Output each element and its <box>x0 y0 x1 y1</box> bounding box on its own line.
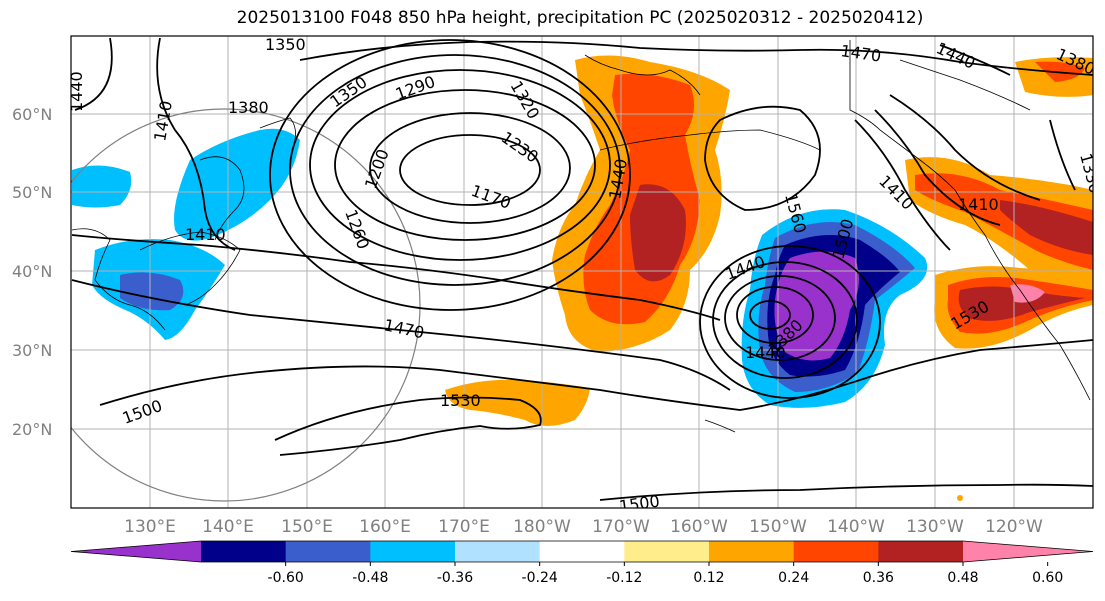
height-contours <box>71 37 1093 501</box>
lon-label: 160°E <box>359 517 411 537</box>
colorbar-segment <box>878 541 964 562</box>
colorbar-tick-label: 0.12 <box>693 570 724 586</box>
colorbar-tick-label: -0.24 <box>522 570 558 586</box>
lon-label: 150°E <box>281 517 333 537</box>
contour-label: 1440 <box>745 343 786 362</box>
lat-label: 30°N <box>12 341 52 360</box>
precip-positive-dot <box>957 495 963 501</box>
lon-label: 130°E <box>124 517 176 537</box>
lon-label: 180°W <box>513 517 571 537</box>
contour-label: 1410 <box>958 195 999 214</box>
reference-circle <box>71 108 421 502</box>
colorbar-segment <box>370 541 456 562</box>
colorbar-segment <box>455 541 541 562</box>
colorbar-segment <box>201 541 287 562</box>
coastlines <box>71 40 1091 433</box>
colorbar-tick-label: -0.60 <box>268 570 304 586</box>
gridlines <box>71 36 1093 508</box>
colorbar-segment <box>709 541 795 562</box>
contour-label: 1440 <box>67 71 86 112</box>
colorbar-tick-label: -0.48 <box>352 570 388 586</box>
colorbar-tick-label: 0.60 <box>1032 570 1063 586</box>
colorbar-tick-label: 0.24 <box>778 570 809 586</box>
colorbar-segment <box>285 541 371 562</box>
lat-label: 60°N <box>12 105 52 124</box>
precip-positive-subtropic <box>445 379 590 426</box>
lat-label: 40°N <box>12 262 52 281</box>
precip-positive-bering-core <box>630 184 686 282</box>
lon-label: 150°W <box>749 517 807 537</box>
lon-label: 140°E <box>202 517 254 537</box>
contour-label: 1410 <box>185 225 226 244</box>
contour-label: 1500 <box>618 491 661 515</box>
longitude-labels: 130°E 140°E 150°E 160°E 170°E 180°W 170°… <box>124 517 1043 537</box>
colorbar-outline <box>70 540 1094 563</box>
contour-label: 1380 <box>228 98 269 117</box>
lon-label: 160°W <box>670 517 728 537</box>
contour-label: 1350 <box>265 35 306 54</box>
precip-positive-california-core <box>958 286 1085 321</box>
colorbar-tick-label: -0.36 <box>437 570 473 586</box>
contour-label: 1530 <box>440 391 481 410</box>
precip-negative-hawaii-core <box>774 251 859 361</box>
lon-label: 120°W <box>985 517 1043 537</box>
colorbar-extend-min <box>71 541 201 562</box>
precip-negative-japan <box>72 165 132 208</box>
colorbar-tick-label: -0.12 <box>606 570 642 586</box>
lon-label: 130°W <box>906 517 964 537</box>
colorbar-segment <box>793 541 879 562</box>
lat-label: 20°N <box>12 420 52 439</box>
precip-positive-pacnw-core <box>1000 200 1093 255</box>
colorbar-segment <box>539 541 625 562</box>
lon-label: 170°W <box>592 517 650 537</box>
colorbar-tick-label: 0.36 <box>863 570 894 586</box>
colorbar-tick-label: 0.48 <box>947 570 978 586</box>
map-border <box>70 35 1094 509</box>
colorbar-extend-max <box>963 541 1093 562</box>
colorbar-segment <box>624 541 710 562</box>
lon-label: 170°E <box>438 517 490 537</box>
latitude-labels: 60°N 50°N 40°N 30°N 20°N <box>12 105 52 439</box>
lat-label: 50°N <box>12 183 52 202</box>
lon-label: 140°W <box>827 517 885 537</box>
map-title: 2025013100 F048 850 hPa height, precipit… <box>236 8 924 28</box>
colorbar: -0.60 -0.48 -0.36 -0.24 -0.12 0.12 0.24 0.36 0.4… <box>70 540 1094 586</box>
